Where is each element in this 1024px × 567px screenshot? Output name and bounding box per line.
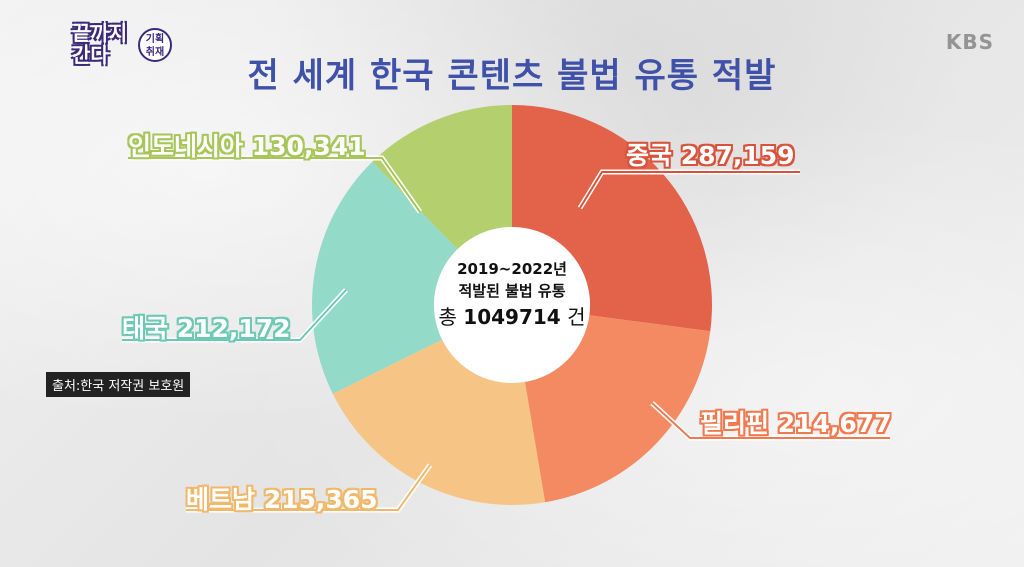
program-logo: 끝까지 간다 기획 취재: [50, 14, 172, 76]
center-caption: 적발된 불법 유통: [458, 282, 566, 300]
slice-label-philippines: 필리핀 214,677: [700, 409, 892, 438]
slice-philippines: [524, 315, 711, 503]
chart-title: 전 세계 한국 콘텐츠 불법 유통 적발: [247, 56, 777, 96]
donut-center-text: 2019~2022년 적발된 불법 유통 총 1049714 건: [426, 258, 598, 332]
leader-line: [128, 157, 421, 213]
center-total: 1049714: [463, 305, 561, 329]
logo-badge: 기획 취재: [138, 28, 172, 62]
logo-title: 끝까지 간다: [72, 21, 128, 67]
leader-line: [651, 402, 890, 439]
source-caption: 출처:한국 저작권 보호원: [46, 372, 191, 397]
broadcaster-watermark: KBS: [945, 30, 994, 54]
leader-line: [186, 464, 431, 511]
center-suffix: 건: [567, 305, 586, 329]
slice-china: [512, 105, 712, 332]
center-prefix: 총: [438, 305, 457, 329]
leader-line: [122, 289, 347, 341]
slice-vietnam: [332, 339, 546, 505]
slice-label-thailand: 태국 212,172: [122, 314, 291, 343]
center-period: 2019~2022년: [457, 260, 567, 278]
slice-label-indonesia: 인도네시아 130,341: [128, 132, 366, 161]
center-total-line: 총 1049714 건: [426, 302, 598, 332]
slice-indonesia: [372, 104, 512, 250]
slice-label-vietnam: 베트남 215,365: [186, 485, 378, 514]
slice-label-china: 중국 287,159: [626, 141, 795, 170]
leader-line: [579, 171, 800, 209]
slice-thailand: [312, 161, 458, 394]
donut-hole: [434, 227, 590, 383]
